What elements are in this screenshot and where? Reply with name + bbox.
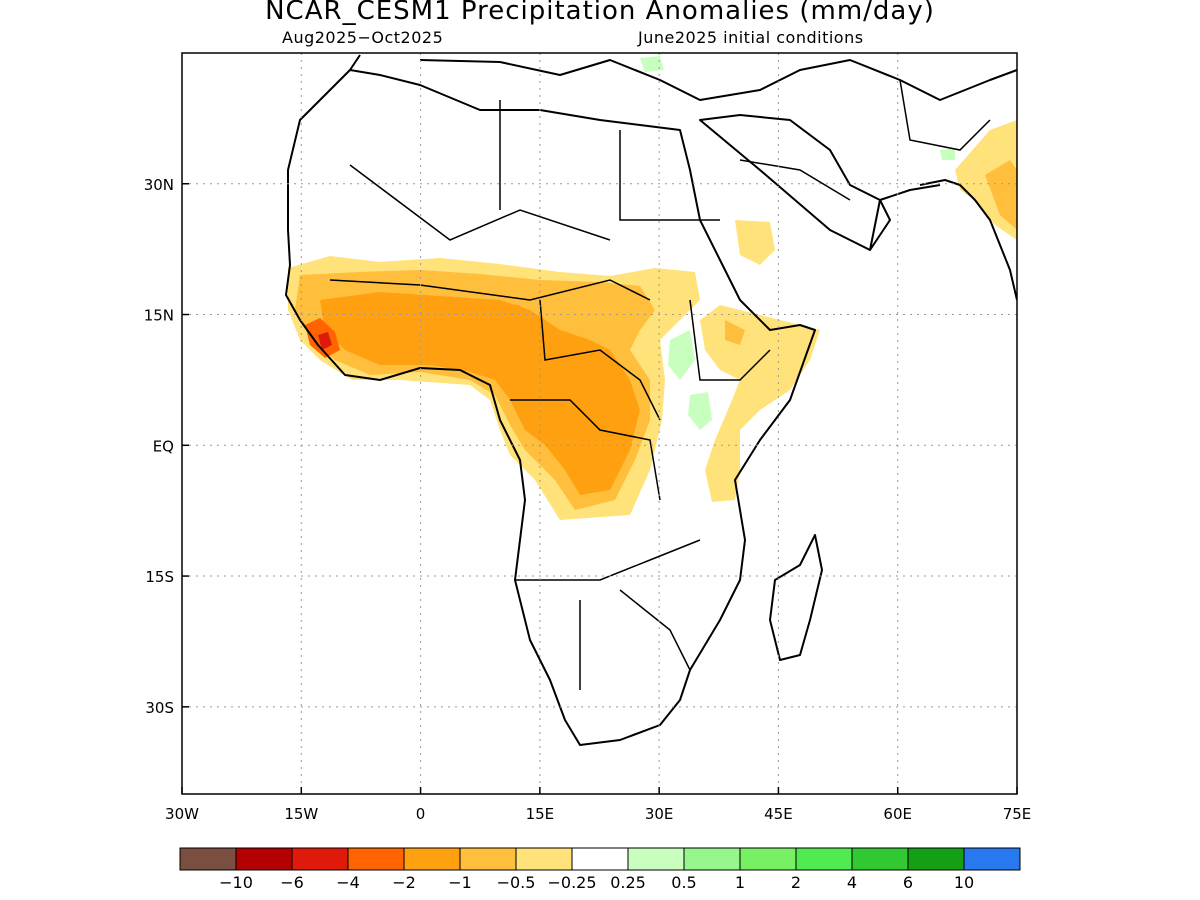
colorbar-swatch — [851, 847, 909, 871]
colorbar-swatch — [403, 847, 461, 871]
x-tick-label: 45E — [764, 805, 793, 823]
gridlines — [182, 53, 1017, 794]
border-central — [539, 299, 661, 421]
colorbar-swatch — [347, 847, 405, 871]
y-tick-label: 30N — [144, 176, 174, 194]
x-tick-label: 0 — [416, 805, 426, 823]
anomaly-wet-lakes — [688, 392, 712, 430]
colorbar-swatch — [963, 847, 1021, 871]
y-axis: 30N 15N EQ 15S 30S — [144, 176, 189, 717]
anomaly-horn-moderate — [725, 320, 745, 345]
colorbar-swatch — [739, 847, 797, 871]
coastlines — [285, 54, 1017, 746]
colorbar-label: −0.5 — [497, 873, 536, 892]
y-tick-label: 15N — [144, 307, 174, 325]
border-congo — [510, 399, 661, 501]
initial-conditions-label: June2025 initial conditions — [638, 28, 864, 47]
colorbar-swatch — [515, 847, 573, 871]
y-tick-label: 30S — [145, 699, 174, 717]
colorbar-label: −2 — [392, 873, 416, 892]
iran-coastline — [869, 184, 941, 251]
colorbar-swatch — [907, 847, 965, 871]
x-tick-label: 60E — [883, 805, 912, 823]
x-tick-label: 15E — [526, 805, 555, 823]
y-tick-label: EQ — [153, 437, 174, 455]
x-tick-label: 75E — [1003, 805, 1032, 823]
colorbar-label: −4 — [336, 873, 360, 892]
valid-period-label: Aug2025−Oct2025 — [282, 28, 444, 47]
colorbar-swatch — [235, 847, 293, 871]
colorbar: −10 −6 −4 −2 −1 −0.5 −0.25 0.25 0.5 1 2 4 6 10 — [179, 847, 1021, 892]
country-borders — [329, 79, 991, 690]
x-tick-label: 30W — [165, 805, 199, 823]
border-east — [689, 299, 771, 381]
map-title: NCAR_CESM1 Precipitation Anomalies (mm/d… — [265, 0, 935, 26]
anomaly-shading — [288, 56, 1017, 520]
colorbar-swatch — [627, 847, 685, 871]
map-area — [182, 53, 1017, 794]
border-arabia — [739, 159, 851, 201]
colorbar-label: 4 — [847, 873, 857, 892]
europe-coastline — [349, 54, 1017, 101]
anomaly-sahel-strong — [320, 292, 640, 495]
anomaly-wet-iran — [940, 148, 955, 160]
colorbar-label: 0.25 — [610, 873, 646, 892]
border-south-1 — [515, 539, 701, 581]
colorbar-label: 2 — [791, 873, 801, 892]
anomaly-india-moderate — [985, 160, 1017, 230]
x-tick-label: 30E — [645, 805, 674, 823]
colorbar-swatch — [795, 847, 853, 871]
colorbar-label: −6 — [280, 873, 304, 892]
india-coastline — [919, 179, 1017, 301]
colorbar-swatch — [291, 847, 349, 871]
x-tick-label: 15W — [284, 805, 318, 823]
colorbar-swatch — [571, 847, 629, 871]
border-south-2 — [579, 589, 691, 690]
anomaly-horn-light — [700, 305, 820, 502]
africa-coastline — [285, 69, 816, 746]
colorbar-label: 0.5 — [671, 873, 696, 892]
anomaly-wet-eastafrica — [668, 330, 695, 380]
arabia-coastline — [699, 114, 891, 251]
colorbar-swatch — [683, 847, 741, 871]
colorbar-label: 6 — [903, 873, 913, 892]
colorbar-label: 10 — [954, 873, 974, 892]
colorbar-swatch — [459, 847, 517, 871]
madagascar-coastline — [769, 534, 823, 661]
x-axis: 30W 15W 0 15E 30E 45E 60E 75E — [165, 787, 1031, 823]
map-frame — [181, 52, 1018, 795]
anomaly-arabia-light — [735, 220, 775, 265]
y-tick-label: 15S — [145, 568, 174, 586]
border-sahara-2 — [499, 100, 720, 221]
anomaly-wet-mediterranean — [640, 56, 664, 72]
colorbar-label: −1 — [448, 873, 472, 892]
border-sahara-1 — [349, 164, 611, 241]
border-asia — [899, 79, 991, 151]
colorbar-label: −0.25 — [547, 873, 596, 892]
anomaly-guinea-coast-max — [318, 332, 332, 350]
colorbar-label: −10 — [219, 873, 253, 892]
colorbar-label: 1 — [735, 873, 745, 892]
border-sahel — [329, 279, 651, 301]
anomaly-westafrica-core — [450, 300, 530, 362]
colorbar-swatch — [179, 847, 237, 871]
